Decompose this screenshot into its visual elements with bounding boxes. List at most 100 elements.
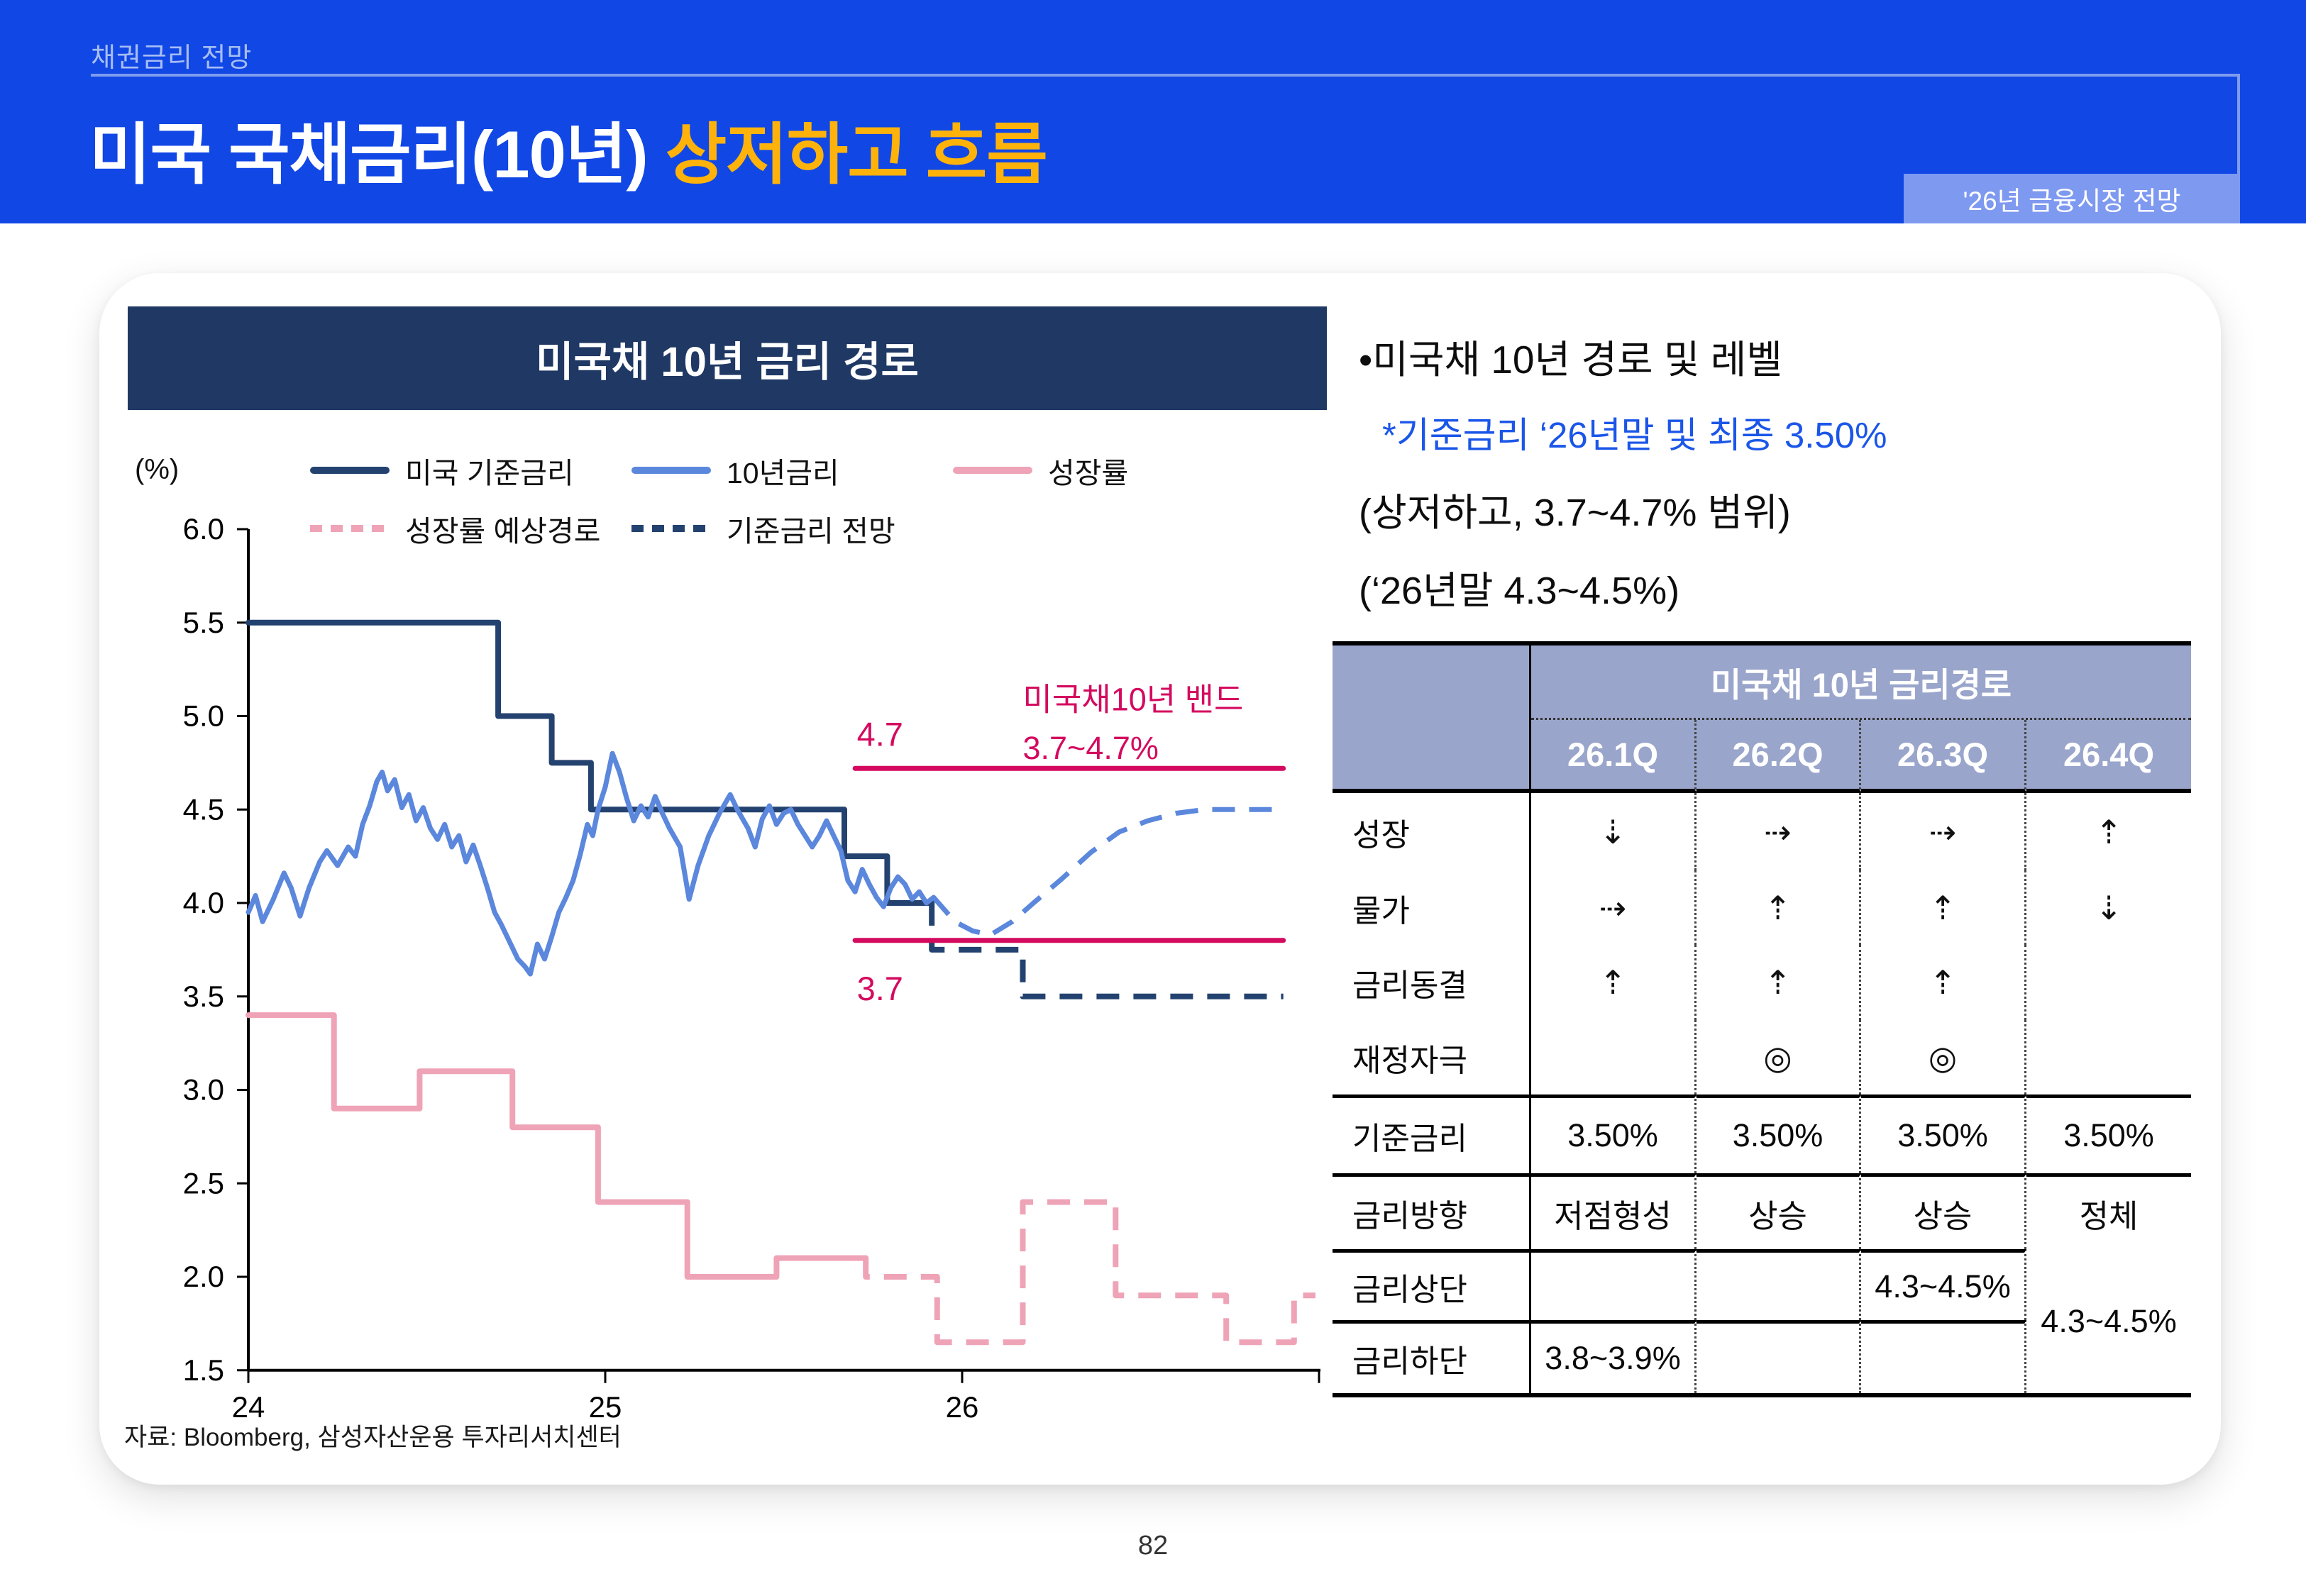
table-quarter-header: 26.4Q [2026, 720, 2191, 793]
table-cell: ◎ [1861, 1020, 2026, 1095]
y-tick-label: 3.5 [183, 980, 224, 1013]
table-merged-header: 미국채 10년 금리경로 [1531, 645, 2191, 720]
table-cell [1861, 1320, 2026, 1393]
legend-item-10년금리: 10년금리 [631, 454, 839, 489]
y-tick-label: 2.5 [183, 1166, 224, 1199]
table-row-label: 물가 [1333, 870, 1531, 945]
table-cell: ⇡ [2095, 813, 2123, 850]
series-10년금리 전망 [932, 807, 1284, 938]
y-tick-label: 4.0 [183, 886, 224, 919]
table-cell: ⇡ [1861, 870, 2026, 945]
table-cell: ⇣ [2095, 889, 2123, 926]
table-cell: 4.3~4.5% [1861, 1249, 2026, 1320]
table-cell: ⇡ [1531, 945, 1697, 1020]
y-tick-label: 4.5 [183, 792, 224, 826]
chart-annotation: 3.7~4.7% [1023, 730, 1159, 766]
chart-title: 미국채 10년 금리 경로 [128, 306, 1327, 410]
table-cell: ⇢ [1697, 793, 1861, 870]
table-cell: 3.50% [1861, 1095, 2026, 1173]
chart-annotation: 3.7 [857, 970, 903, 1007]
table-quarter-header: 26.1Q [1531, 720, 1697, 793]
table-cell: 3.50% [1531, 1095, 1697, 1173]
series-10년금리 [246, 750, 937, 977]
table-cell: ⇡ [1697, 945, 1861, 1020]
table-cell-merged: 4.3~4.5% [2041, 1302, 2177, 1339]
table-cell: ⇡ [1861, 945, 2026, 1020]
table-cell: 저점형성 [1531, 1173, 1697, 1249]
insight-yearend: (‘26년말 4.3~4.5%) [1359, 570, 1680, 612]
table-cell [1531, 1020, 1697, 1095]
table-cell: 3.50% [2026, 1095, 2191, 1173]
legend-label: 기준금리 전망 [727, 515, 895, 548]
insight-bullet: •미국채 10년 경로 및 레벨 [1359, 338, 1782, 382]
series-기준금리 전망 [929, 903, 1284, 999]
report-badge: '26년 금융시장 전망 [1904, 174, 2240, 223]
table-cell: 상승 [1861, 1173, 2026, 1249]
table-row-label: 금리하단 [1333, 1320, 1531, 1393]
source-note: 자료: Bloomberg, 삼성자산운용 투자리서치센터 [124, 1424, 622, 1451]
table-cell [1697, 1320, 1861, 1393]
table-cell [2026, 1020, 2191, 1095]
solid-line-swatch [310, 467, 390, 474]
series-성장률 [246, 1012, 869, 1280]
page-number: 82 [1137, 1531, 1169, 1561]
table-row-label: 성장 [1333, 793, 1531, 870]
header-rule-vertical [2237, 74, 2240, 177]
page-title-main: 미국 국채금리(10년) [89, 117, 666, 192]
table-cell [1531, 1249, 1697, 1320]
breadcrumb: 채권금리 전망 [91, 43, 253, 73]
header-rule [91, 74, 2240, 77]
table-corner-cell [1333, 645, 1531, 793]
table-cell [2026, 945, 2191, 1020]
legend-label: 미국 기준금리 [405, 457, 574, 489]
table-cell: 3.8~3.9% [1531, 1320, 1697, 1393]
table-quarter-header: 26.3Q [1861, 720, 2026, 793]
x-tick-label: 26 [946, 1390, 979, 1424]
content-card [99, 273, 2221, 1485]
chart-legend-row-2: 성장률 예상경로 기준금리 전망 [106, 512, 1355, 548]
table-cell: 3.50% [1697, 1095, 1861, 1173]
dashed-line-swatch [631, 525, 711, 532]
table-cell: 정체 [2026, 1173, 2191, 1249]
insight-note-blue: *기준금리 ‘26년말 및 최종 3.50% [1382, 415, 1887, 455]
table-cell: ⇢ [1531, 870, 1697, 945]
table-row-label: 금리방향 [1333, 1173, 1531, 1249]
series-성장률 예상경로 [863, 1199, 1315, 1346]
y-tick-label: 1.5 [183, 1353, 224, 1387]
y-tick-label: 3.0 [183, 1073, 224, 1107]
table-cell: ⇡ [1697, 870, 1861, 945]
table-row-label: 재정자극 [1333, 1020, 1531, 1095]
chart-annotation: 미국채10년 밴드 [1023, 682, 1244, 718]
solid-line-swatch [631, 467, 711, 474]
legend-label: 성장률 [1048, 457, 1129, 489]
y-axis-unit-label: (%) [135, 454, 180, 485]
forecast-table: 미국채 10년 금리경로 26.1Q 26.2Q 26.3Q 26.4Q 성장 ⇣ ⇢ ⇢ ⇡ 물가… [1333, 641, 2191, 1397]
header-band: 채권금리 전망 미국 국채금리(10년) 상저하고 흐름 '26년 금융시장 전… [0, 0, 2306, 223]
legend-item-미국 기준금리: 미국 기준금리 [310, 454, 574, 489]
table-row-label: 금리동결 [1333, 945, 1531, 1020]
page-title-accent: 상저하고 흐름 [665, 117, 1048, 192]
legend-item-성장률 예상경로: 성장률 예상경로 [310, 512, 600, 548]
table-cell: ⇢ [1861, 793, 2026, 870]
page-title: 미국 국채금리(10년) 상저하고 흐름 [89, 101, 1048, 197]
chart-annotation: 4.7 [857, 716, 903, 753]
table-row-label: 기준금리 [1333, 1095, 1531, 1173]
chart-legend-row-1: 미국 기준금리 10년금리 성장률 [106, 454, 1355, 489]
x-tick-label: 25 [589, 1390, 622, 1424]
table-quarter-header: 26.2Q [1697, 720, 1861, 793]
legend-label: 성장률 예상경로 [405, 515, 601, 548]
table-cell: ◎ [1697, 1020, 1861, 1095]
x-tick-label: 24 [232, 1390, 265, 1424]
y-tick-label: 6.0 [183, 512, 224, 545]
legend-item-기준금리 전망: 기준금리 전망 [631, 512, 895, 548]
series-미국 기준금리 [246, 619, 935, 906]
table-cell [1697, 1249, 1861, 1320]
y-tick-label: 5.0 [183, 699, 224, 733]
legend-item-성장률: 성장률 [953, 454, 1128, 489]
line-chart: 6.0 5.5 5.0 4.5 4.0 3.5 3.0 2.5 2.0 1.524 25 26 4.7 3… [183, 512, 1320, 1424]
legend-label: 10년금리 [727, 457, 839, 489]
y-tick-label: 5.5 [183, 606, 224, 639]
table-cell: 상승 [1697, 1173, 1861, 1249]
dashed-line-swatch [310, 525, 390, 532]
solid-line-swatch [953, 467, 1032, 474]
